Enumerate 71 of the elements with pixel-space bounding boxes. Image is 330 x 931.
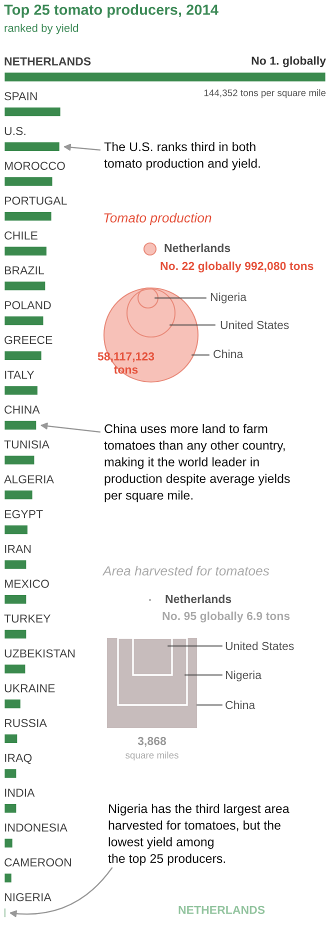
bar <box>4 280 47 292</box>
text: Area harvested for tomatoes <box>102 566 270 576</box>
y-tick-label: TUNISIA <box>4 440 50 449</box>
text: Tomato production <box>104 212 212 226</box>
bar <box>4 71 326 83</box>
y-tick-label: EGYPT <box>4 510 43 518</box>
bar <box>4 698 22 710</box>
y-tick-label: CHINA <box>4 406 40 414</box>
bar <box>4 558 28 570</box>
bar <box>4 768 18 780</box>
y-tick-label: IRAQ <box>5 754 32 764</box>
y-tick-label: MOROCCO <box>4 162 65 170</box>
bar <box>4 106 62 118</box>
annotation: square miles <box>125 752 178 760</box>
annotation: No. 22 globally 992,080 tons <box>160 262 314 272</box>
bar <box>4 315 45 327</box>
y-tick-label: GREECE <box>4 336 52 344</box>
bar <box>4 140 61 152</box>
annotation: Nigeria has the third largest area harvested for tomatoes, but the lowest yield among the top 25 producers. <box>108 804 290 866</box>
annotation: No 1. globally <box>252 56 326 68</box>
annotation: Nigeria <box>226 670 262 682</box>
annotation: NETHERLANDS <box>178 906 265 914</box>
chart-title: Top 25 tomato producers, 2014 <box>4 4 218 18</box>
bar <box>4 210 53 222</box>
bar <box>4 837 14 849</box>
bar <box>4 732 19 744</box>
y-tick-label: MEXICO <box>4 580 49 588</box>
bar <box>4 594 28 606</box>
y-tick-label: CHILE <box>4 231 38 240</box>
y-tick-label: INDONESIA <box>5 823 68 832</box>
annotation: Nigeria <box>210 292 247 304</box>
bar <box>4 350 43 362</box>
annotation: Netherlands <box>164 244 230 252</box>
annotation: The U.S. ranks third in both tomato production and yield. <box>104 142 260 170</box>
y-tick-label: BRAZIL <box>4 266 44 274</box>
bar <box>4 176 54 188</box>
bar <box>4 663 27 675</box>
y-tick-label: UKRAINE <box>4 684 55 692</box>
y-tick-label: ITALY <box>5 370 34 379</box>
annotation: 3,868 <box>138 736 166 747</box>
annotation: China <box>226 700 256 710</box>
annotation: No. 95 globally 6.9 tons <box>162 612 290 622</box>
y-tick-label: PORTUGAL <box>4 196 67 205</box>
chart-subtitle: ranked by yield <box>4 24 78 34</box>
y-tick-label: RUSSIA <box>4 718 47 728</box>
bar <box>4 802 18 814</box>
bar <box>4 384 39 396</box>
y-tick-label: NIGERIA <box>4 893 52 902</box>
annotation: United States <box>220 320 289 330</box>
y-tick-label: UZBEKISTAN <box>4 649 75 658</box>
bar <box>4 245 48 257</box>
bar <box>4 454 36 466</box>
bar <box>4 420 38 431</box>
y-tick-label: CAMEROON <box>4 858 71 866</box>
annotation: 144,352 tons per square mile <box>204 89 326 98</box>
y-tick-label: POLAND <box>4 301 51 310</box>
bar <box>4 628 28 640</box>
y-tick-label: TURKEY <box>4 614 51 623</box>
y-tick-label: IRAN <box>5 544 31 553</box>
y-tick-label: SPAIN <box>4 92 37 100</box>
y-tick-label: U.S. <box>4 126 26 136</box>
annotation: China <box>214 350 244 358</box>
annotation: United States <box>226 642 294 650</box>
y-tick-label: NETHERLANDS <box>4 57 91 66</box>
y-tick-label: ALGERIA <box>4 475 54 484</box>
annotation: Netherlands <box>166 594 232 604</box>
bar <box>4 872 13 884</box>
y-tick-label: INDIA <box>5 788 35 797</box>
annotation: China uses more land to farm tomatoes than any other country, making it the world leader in production despite average yields per square mile. <box>104 424 290 502</box>
bar <box>4 489 34 501</box>
bar <box>4 524 29 536</box>
